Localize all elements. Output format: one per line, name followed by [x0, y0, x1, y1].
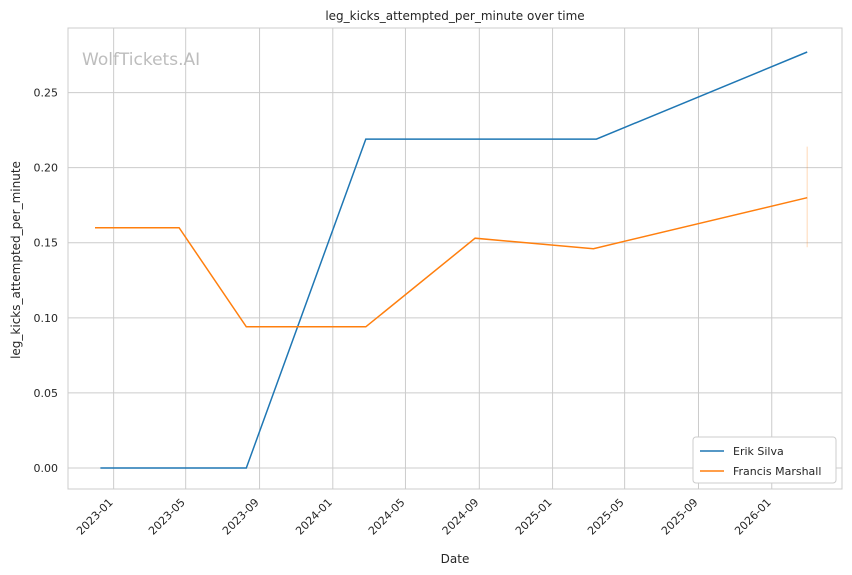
watermark: WolfTickets.AI — [82, 50, 200, 70]
y-tick-label: 0.15 — [34, 237, 59, 250]
x-tick-label: 2024-05 — [366, 496, 408, 538]
x-axis-label: Date — [441, 552, 470, 566]
legend: Erik Silva Francis Marshall — [692, 436, 837, 484]
series-line-erik-silva — [100, 51, 808, 469]
y-axis-ticks: 0.00 0.05 0.10 0.15 0.20 0.25 — [34, 87, 59, 475]
x-tick-label: 2026-01 — [732, 496, 774, 538]
y-tick-label: 0.00 — [34, 462, 59, 475]
legend-box — [692, 436, 837, 484]
series-line-francis-marshall — [95, 196, 808, 328]
y-axis-label: leg_kicks_attempted_per_minute — [9, 161, 23, 359]
x-tick-label: 2023-01 — [74, 496, 116, 538]
x-axis-ticks: 2023-01 2023-05 2023-09 2024-01 2024-05 2024-… — [74, 496, 774, 538]
y-tick-label: 0.10 — [34, 312, 59, 325]
series-layer — [95, 51, 808, 469]
chart-title: leg_kicks_attempted_per_minute over time — [325, 9, 584, 23]
x-tick-label: 2025-05 — [585, 496, 627, 538]
x-tick-label: 2025-01 — [513, 496, 555, 538]
x-tick-label: 2023-05 — [146, 496, 188, 538]
x-tick-label: 2023-09 — [220, 496, 262, 538]
plot-area — [67, 27, 843, 490]
x-tick-label: 2024-01 — [293, 496, 335, 538]
y-tick-label: 0.20 — [34, 162, 59, 175]
y-tick-label: 0.05 — [34, 387, 59, 400]
y-tick-label: 0.25 — [34, 87, 59, 100]
x-tick-label: 2024-09 — [440, 496, 482, 538]
legend-label-francis-marshall: Francis Marshall — [733, 465, 821, 478]
legend-label-erik-silva: Erik Silva — [733, 445, 784, 458]
x-tick-label: 2025-09 — [659, 496, 701, 538]
